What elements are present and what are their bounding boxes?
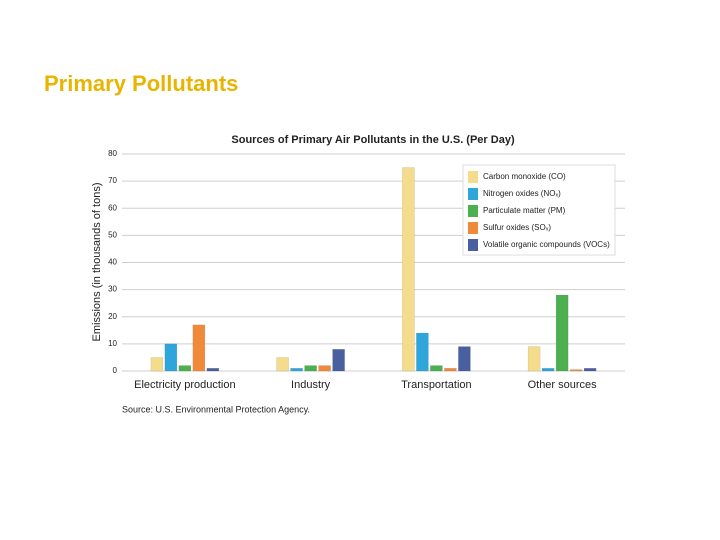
bar <box>402 167 415 372</box>
y-tick-label: 20 <box>108 312 117 321</box>
chart-title: Sources of Primary Air Pollutants in the… <box>231 134 515 146</box>
bar <box>444 368 457 372</box>
bar <box>416 332 429 372</box>
bar <box>583 368 597 372</box>
bar <box>150 357 164 372</box>
y-tick-label: 70 <box>108 176 117 185</box>
bar <box>555 294 569 372</box>
bar <box>569 369 583 372</box>
source-note: Source: U.S. Environmental Protection Ag… <box>122 404 310 414</box>
legend-swatch <box>468 239 478 251</box>
x-tick-label: Industry <box>291 379 331 391</box>
slide-title: Primary Pollutants <box>44 71 238 96</box>
x-tick-label: Other sources <box>528 379 598 391</box>
legend-swatch <box>468 188 478 200</box>
legend-swatch <box>468 205 478 217</box>
legend-label: Sulfur oxides (SOₓ) <box>483 223 551 232</box>
bar <box>276 357 289 372</box>
bar <box>458 346 471 372</box>
bar <box>206 368 220 372</box>
x-tick-label: Transportation <box>401 379 472 391</box>
y-tick-label: 40 <box>108 258 117 267</box>
y-tick-label: 30 <box>108 285 117 294</box>
legend-label: Volatile organic compounds (VOCs) <box>483 240 610 249</box>
legend-swatch <box>468 171 478 183</box>
legend-swatch <box>468 222 478 234</box>
y-tick-label: 10 <box>108 339 117 348</box>
legend-label: Nitrogen oxides (NOₓ) <box>483 189 561 198</box>
bar <box>304 365 317 372</box>
legend-label: Carbon monoxide (CO) <box>483 172 566 181</box>
bar <box>541 368 555 372</box>
x-tick-label: Electricity production <box>134 379 236 391</box>
y-axis-label: Emissions (in thousands of tons) <box>91 183 103 342</box>
bar <box>192 324 206 372</box>
legend-box <box>462 164 616 256</box>
bar <box>430 365 443 372</box>
y-tick-label: 0 <box>113 366 118 375</box>
y-tick-label: 80 <box>108 149 117 158</box>
legend-label: Particulate matter (PM) <box>483 206 566 215</box>
bar <box>332 349 345 372</box>
y-tick-label: 50 <box>108 230 117 239</box>
y-tick-label: 60 <box>108 203 117 212</box>
bar <box>318 365 331 372</box>
bar <box>290 368 303 372</box>
bar <box>164 343 178 372</box>
bar <box>178 365 192 372</box>
bar <box>527 346 541 372</box>
